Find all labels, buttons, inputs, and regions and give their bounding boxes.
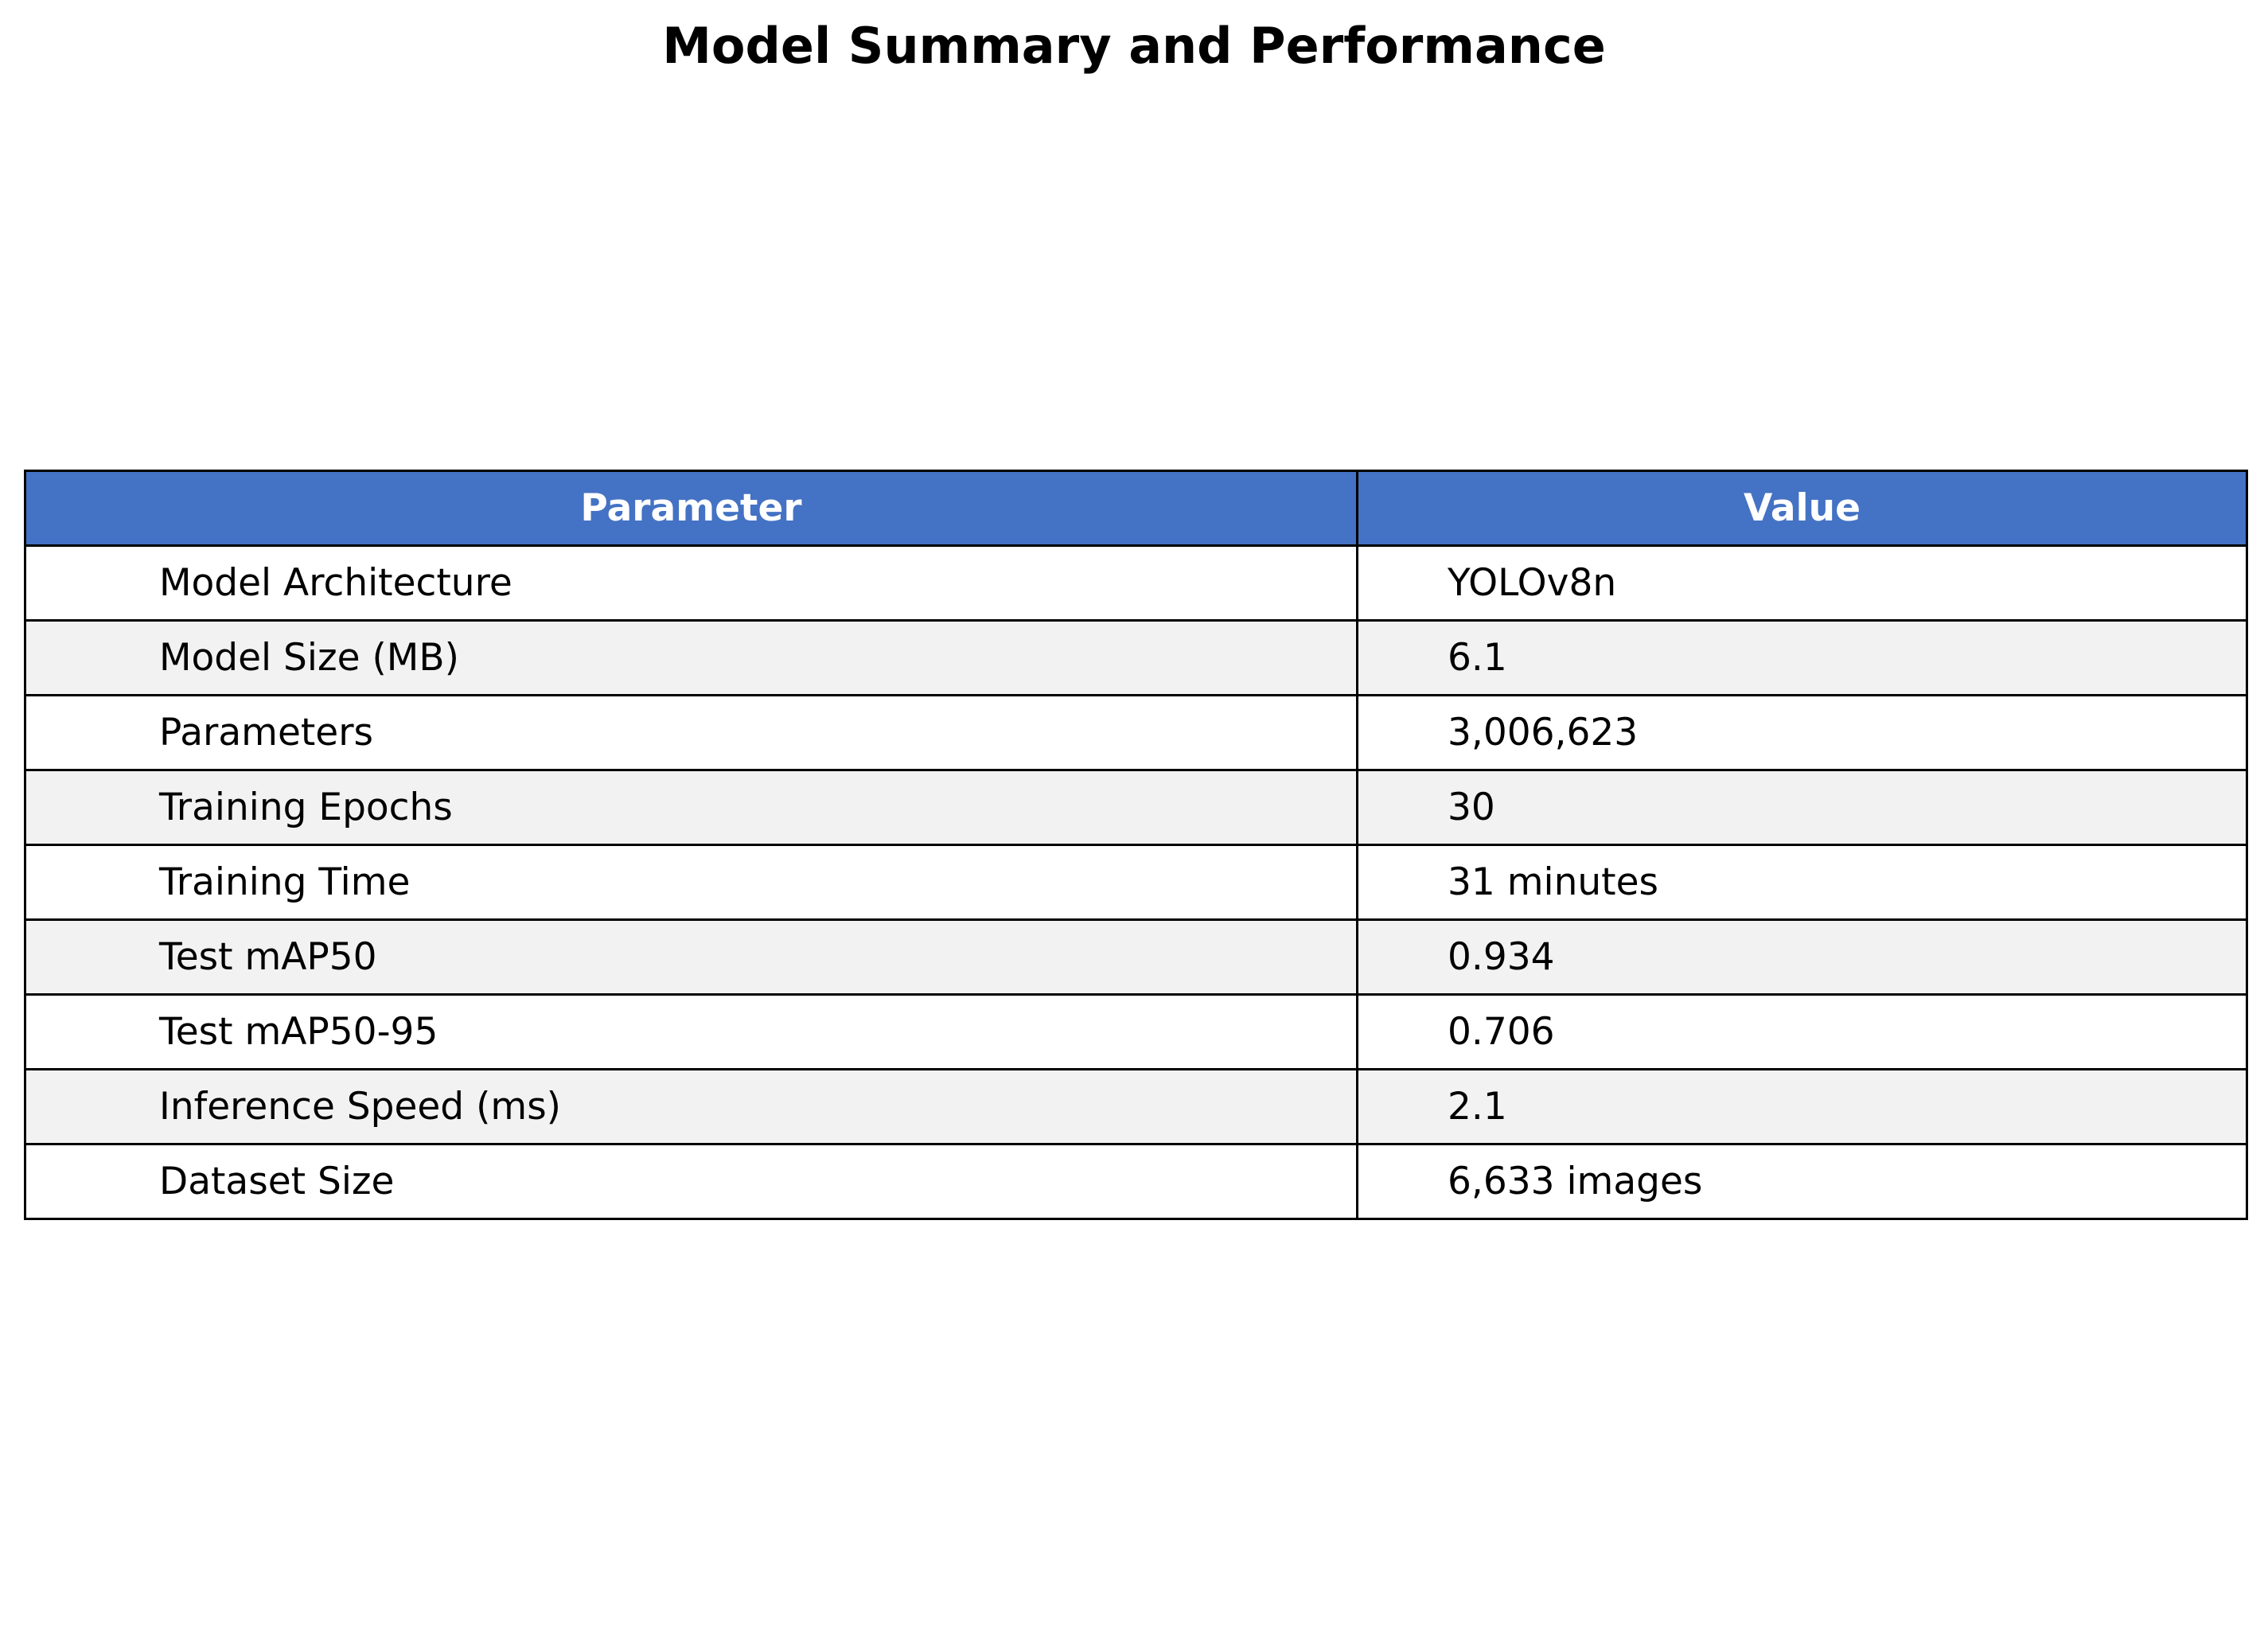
table-row: Inference Speed (ms) 2.1 <box>24 1068 2248 1145</box>
value-cell: 31 minutes <box>1356 844 2248 921</box>
parameter-cell: Test mAP50 <box>24 918 1358 996</box>
summary-table: Parameter Value Model Architecture YOLOv8… <box>24 470 2248 1220</box>
value-cell: 30 <box>1356 769 2248 846</box>
parameter-cell: Training Time <box>24 844 1358 921</box>
column-header-value: Value <box>1356 470 2248 547</box>
value-cell: 6.1 <box>1356 619 2248 696</box>
table-row: Test mAP50-95 0.706 <box>24 993 2248 1070</box>
parameter-cell: Parameters <box>24 694 1358 771</box>
parameter-cell: Test mAP50-95 <box>24 993 1358 1070</box>
table-row: Training Time 31 minutes <box>24 844 2248 921</box>
parameter-cell: Model Architecture <box>24 544 1358 622</box>
parameter-cell: Training Epochs <box>24 769 1358 846</box>
table-body: Model Architecture YOLOv8n Model Size (MB)… <box>24 544 2248 1220</box>
chart-title: Model Summary and Performance <box>662 17 1606 75</box>
table-row: Model Architecture YOLOv8n <box>24 544 2248 622</box>
value-cell: 0.706 <box>1356 993 2248 1070</box>
table-row: Model Size (MB) 6.1 <box>24 619 2248 696</box>
table-header-row: Parameter Value <box>24 470 2248 547</box>
parameter-cell: Dataset Size <box>24 1143 1358 1220</box>
value-cell: 0.934 <box>1356 918 2248 996</box>
parameter-cell: Inference Speed (ms) <box>24 1068 1358 1145</box>
table-row: Parameters 3,006,623 <box>24 694 2248 771</box>
column-header-parameter: Parameter <box>24 470 1358 547</box>
value-cell: 3,006,623 <box>1356 694 2248 771</box>
table-row: Training Epochs 30 <box>24 769 2248 846</box>
value-cell: YOLOv8n <box>1356 544 2248 622</box>
table-row: Test mAP50 0.934 <box>24 918 2248 996</box>
value-cell: 6,633 images <box>1356 1143 2248 1220</box>
value-cell: 2.1 <box>1356 1068 2248 1145</box>
parameter-cell: Model Size (MB) <box>24 619 1358 696</box>
table-row: Dataset Size 6,633 images <box>24 1143 2248 1220</box>
